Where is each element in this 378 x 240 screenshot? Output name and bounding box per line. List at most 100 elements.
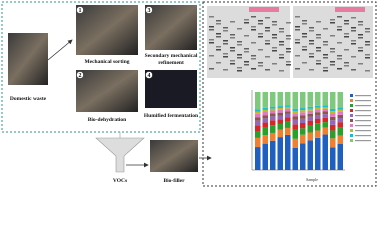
segment [255, 147, 261, 170]
band [209, 29, 214, 31]
segment [330, 108, 336, 112]
label: Domestic waste [10, 96, 47, 102]
badge [76, 71, 84, 79]
band [244, 22, 249, 24]
segment [285, 121, 291, 128]
legend-text [355, 105, 371, 107]
segment [337, 109, 343, 112]
segment [270, 116, 276, 121]
band [358, 21, 363, 23]
band [330, 19, 335, 21]
segment [285, 117, 291, 122]
segment [315, 112, 321, 115]
band [344, 49, 349, 51]
band [351, 30, 356, 32]
segment [337, 114, 343, 118]
label: Humified fermentation [144, 113, 198, 119]
band [344, 65, 349, 67]
band [209, 16, 214, 18]
band [237, 70, 242, 72]
segment [315, 137, 321, 170]
band [358, 50, 363, 52]
segment [315, 107, 321, 110]
band [258, 62, 263, 64]
band [344, 20, 349, 22]
segment [292, 110, 298, 114]
segment [307, 92, 313, 107]
band [337, 26, 342, 28]
segment [330, 111, 336, 114]
legend-text [355, 130, 371, 132]
band [216, 20, 221, 22]
segment [277, 109, 283, 113]
legend-text [355, 120, 371, 122]
band [358, 47, 363, 49]
segment [270, 113, 276, 117]
band [365, 28, 370, 30]
band [237, 28, 242, 30]
band [223, 43, 228, 45]
photo-3 [145, 5, 197, 50]
segment [270, 92, 276, 107]
band [223, 27, 228, 29]
segment [262, 143, 268, 170]
segment [262, 112, 268, 116]
band [295, 16, 300, 18]
segment [300, 118, 306, 123]
legend-text [355, 100, 371, 102]
segment [262, 122, 268, 128]
step-number: 3 [148, 8, 151, 14]
segment [262, 115, 268, 119]
label: VOCs [113, 178, 127, 184]
band [351, 56, 356, 58]
label: Secondary mechanical [145, 53, 198, 59]
band [337, 68, 342, 70]
legend-text [355, 110, 371, 112]
segment [322, 105, 328, 108]
band [323, 28, 328, 30]
segment [255, 109, 261, 112]
segment [337, 122, 343, 128]
band [244, 48, 249, 50]
gel-header [335, 7, 365, 12]
band [230, 34, 235, 36]
band [209, 42, 214, 44]
band [365, 54, 370, 56]
band [316, 63, 321, 65]
segment [337, 135, 343, 144]
segment [270, 120, 276, 126]
badge [145, 6, 153, 14]
segment [315, 118, 321, 124]
band [344, 23, 349, 25]
band [223, 53, 228, 55]
band [323, 54, 328, 56]
band [223, 69, 228, 71]
segment [270, 110, 276, 114]
band [330, 51, 335, 53]
band [265, 43, 270, 45]
band [302, 20, 307, 22]
band [316, 21, 321, 23]
band [344, 62, 349, 64]
band [351, 17, 356, 19]
segment [315, 105, 321, 108]
segment [262, 92, 268, 108]
band [302, 33, 307, 35]
x-axis-label: Sample [306, 177, 318, 182]
band [358, 37, 363, 39]
segment [270, 125, 276, 133]
band [209, 68, 214, 70]
band [323, 41, 328, 43]
band [230, 63, 235, 65]
segment [300, 108, 306, 111]
band [272, 34, 277, 36]
segment [277, 112, 283, 116]
band [272, 24, 277, 26]
legend-swatch [350, 94, 353, 97]
legend-text [355, 135, 371, 137]
badge [76, 6, 84, 14]
legend-swatch [350, 139, 353, 142]
segment [292, 92, 298, 109]
segment [277, 92, 283, 107]
segment [337, 118, 343, 123]
